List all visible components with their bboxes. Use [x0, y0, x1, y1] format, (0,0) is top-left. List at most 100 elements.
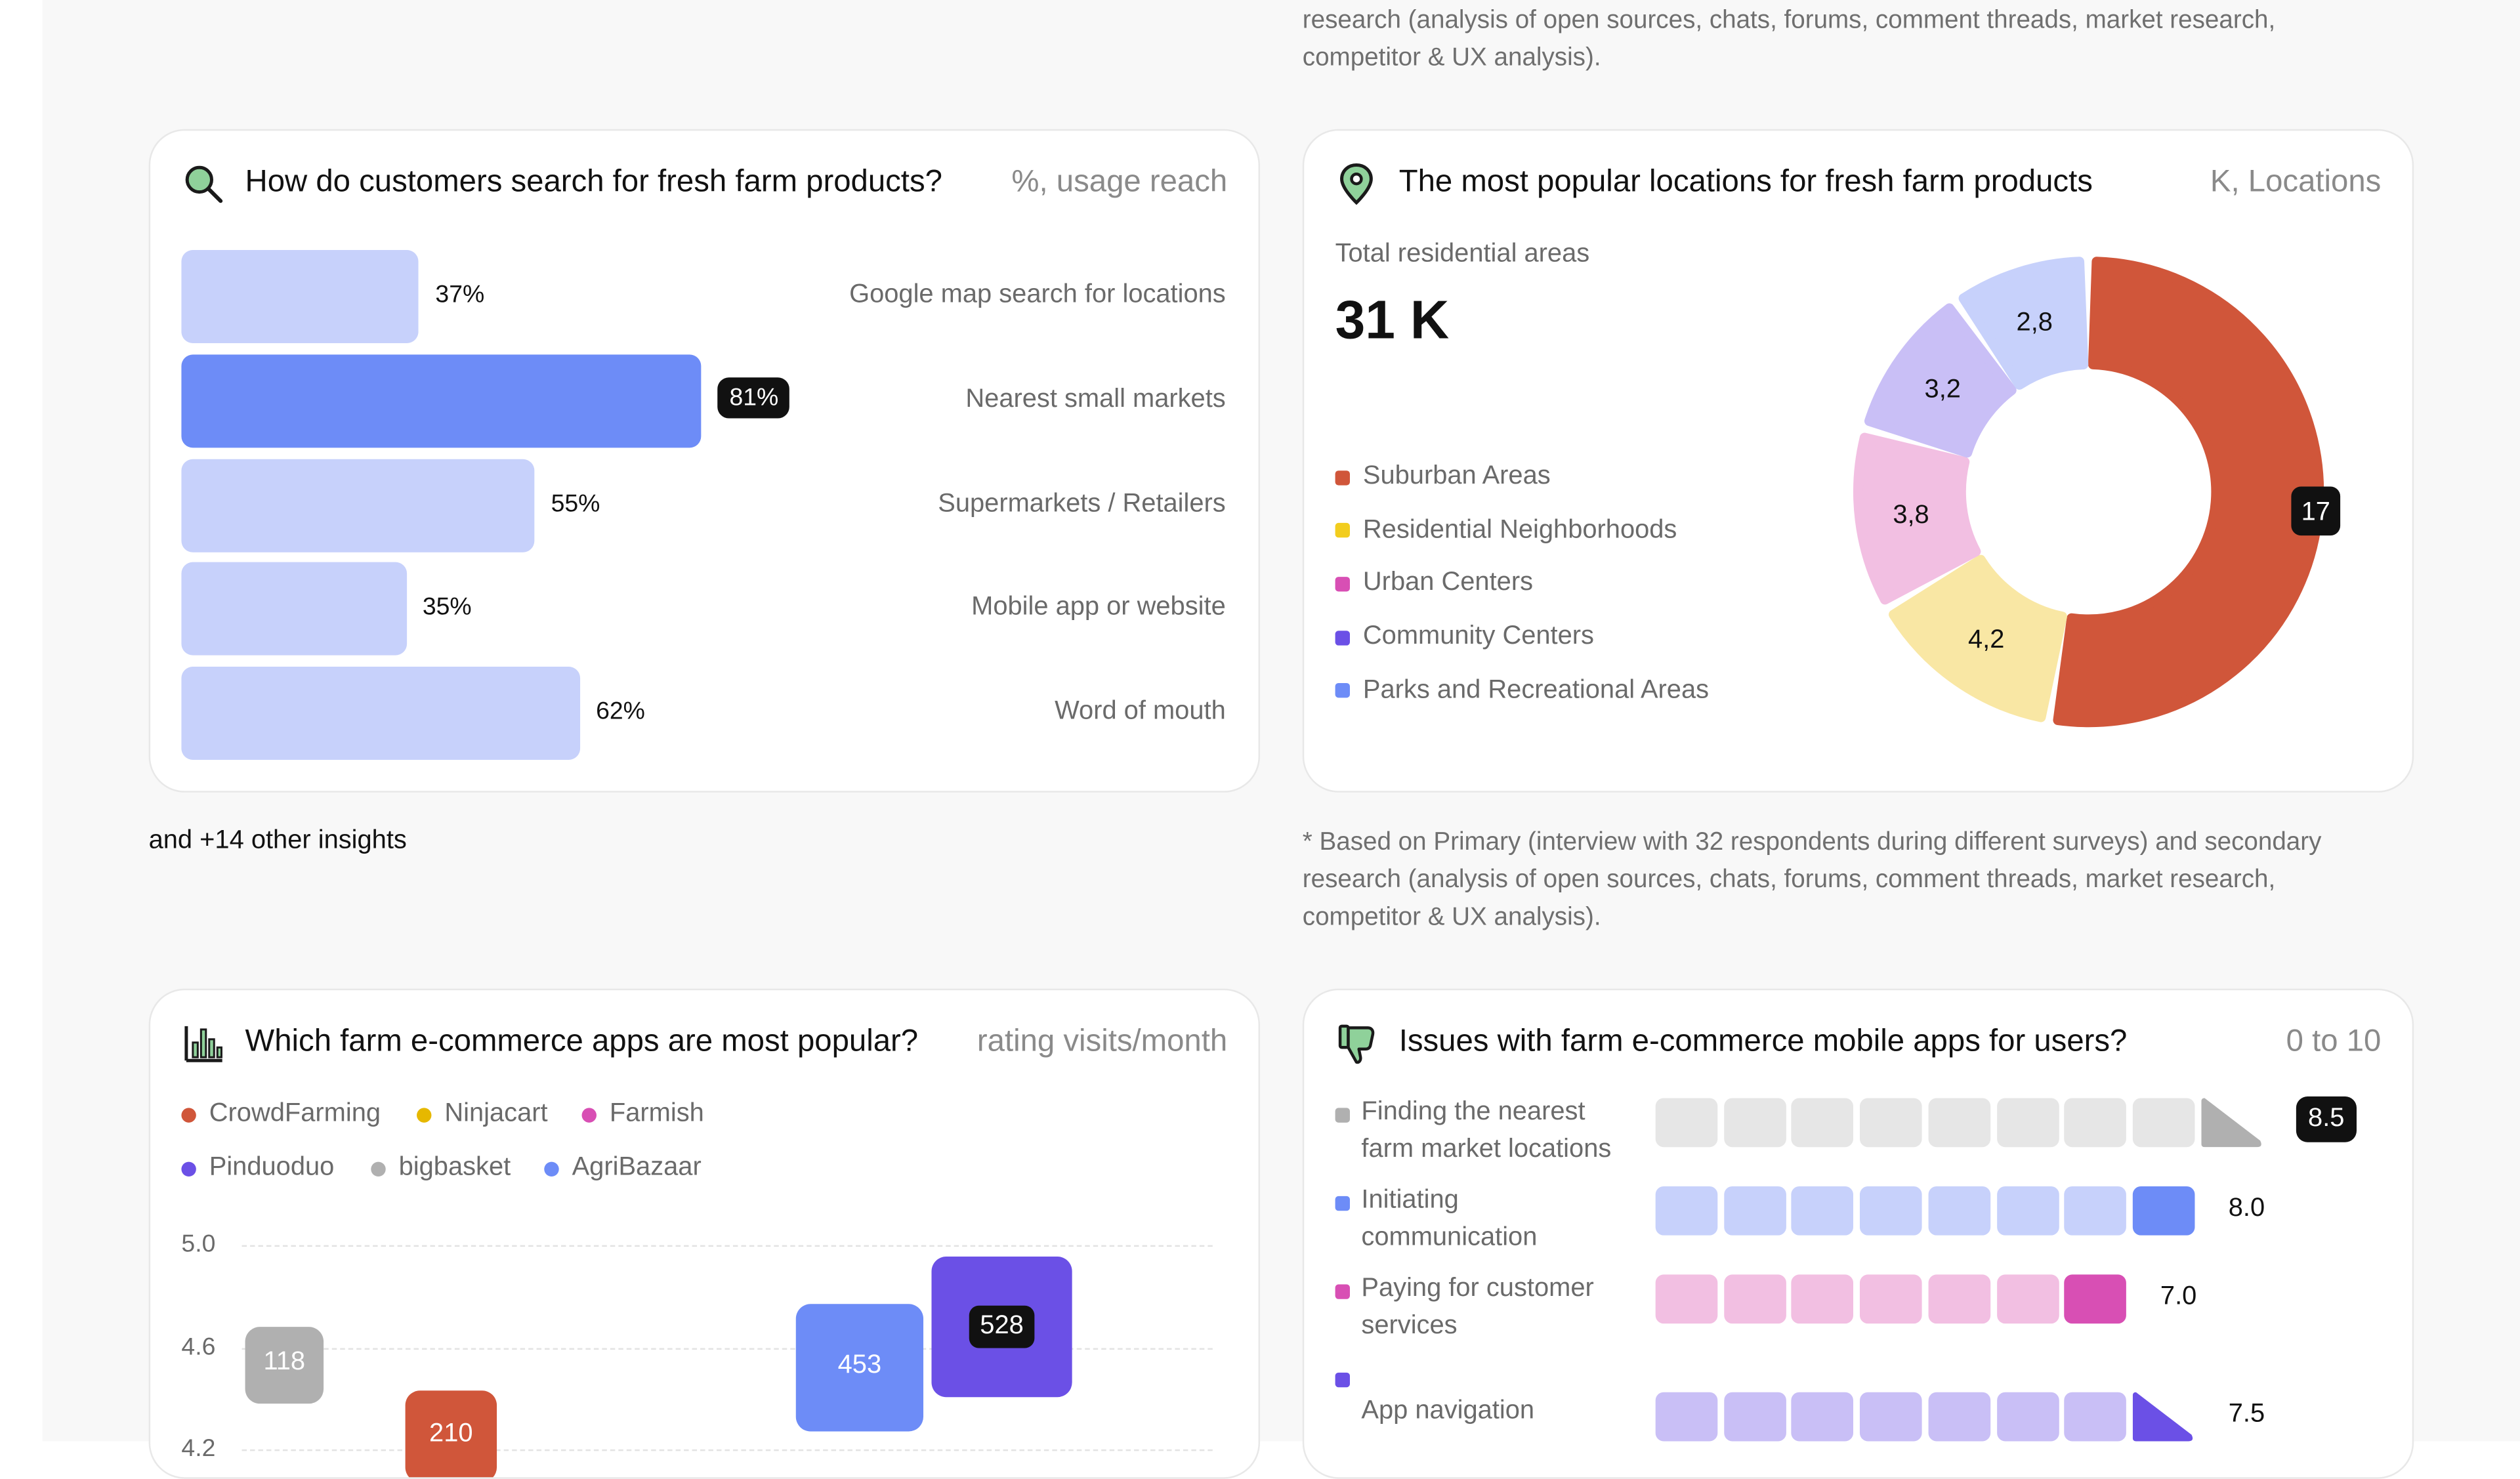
card-unit: 0 to 10	[2286, 1024, 2382, 1059]
score-segment	[1792, 1098, 1854, 1148]
gridline	[242, 1245, 1213, 1247]
issue-score: 8.5	[2296, 1096, 2356, 1142]
score-segment	[1655, 1186, 1718, 1236]
gridline	[242, 1449, 1213, 1451]
legend-item: Suburban Areas	[1335, 463, 1551, 492]
score-segment	[1860, 1186, 1922, 1236]
y-tick-label: 4.2	[181, 1434, 216, 1463]
score-segment	[1996, 1186, 2059, 1236]
bar-category-label: Google map search for locations	[849, 281, 1226, 309]
legend-item: Pinduoduo	[181, 1154, 334, 1183]
slice-label-badge	[2291, 486, 2341, 536]
legend-label: bigbasket	[398, 1154, 511, 1182]
legend-item: Ninjacart	[417, 1100, 548, 1129]
slice-value-label: 3,2	[1925, 374, 1961, 403]
issue-score: 8.0	[2228, 1194, 2265, 1222]
legend-label: Farmish	[609, 1099, 704, 1128]
legend-label: Ninjacart	[444, 1099, 548, 1128]
legend-item: Community Centers	[1335, 623, 1594, 652]
score-segment	[2064, 1392, 2127, 1442]
bar-value-label: 81%	[718, 377, 790, 419]
card-unit: rating visits/month	[976, 1024, 1228, 1059]
other-insights-link[interactable]: and +14 other insights	[148, 827, 407, 855]
score-segment-partial	[2200, 1098, 2261, 1148]
legend-swatch	[181, 1161, 196, 1176]
bubble	[795, 1303, 925, 1432]
top-note: research (analysis of open sources, chat…	[1303, 1, 2414, 77]
legend-swatch	[544, 1161, 559, 1176]
bubble-value-label: 528	[969, 1305, 1035, 1348]
score-segment-fill	[2200, 1098, 2261, 1148]
bar-value-label: 37%	[435, 281, 485, 309]
legend-item: Residential Neighborhoods	[1335, 516, 1677, 545]
issue-label-line: Paying for customer	[1361, 1274, 1594, 1302]
bar-value-label: 55%	[551, 490, 600, 518]
top-note-line: research (analysis of open sources, chat…	[1302, 6, 2276, 35]
score-segment	[1928, 1274, 1990, 1324]
legend-swatch	[1335, 576, 1350, 592]
issue-label-line: farm market locations	[1361, 1135, 1612, 1164]
card-unit: K, Locations	[2210, 165, 2382, 199]
donut-slice	[1888, 554, 2067, 722]
bar-category-label: Mobile app or website	[971, 593, 1226, 622]
score-segment	[1655, 1392, 1718, 1442]
legend-swatch	[1335, 1108, 1350, 1123]
slice-value-label: 4,2	[1968, 625, 2004, 654]
legend-label: CrowdFarming	[209, 1099, 381, 1128]
bar-category-label: Supermarkets / Retailers	[938, 490, 1226, 518]
score-segment	[1860, 1274, 1922, 1324]
score-segment	[1655, 1098, 1718, 1148]
legend-item: Urban Centers	[1335, 570, 1533, 599]
legend-swatch	[581, 1107, 597, 1122]
score-segment	[1928, 1186, 1990, 1236]
score-segment	[1996, 1098, 2059, 1148]
issue-label: App navigation	[1361, 1397, 1535, 1425]
score-segment	[1996, 1274, 2059, 1324]
bubble-value-label: 210	[429, 1420, 473, 1448]
y-tick-label: 5.0	[181, 1230, 216, 1259]
legend-swatch	[371, 1161, 386, 1176]
legend-swatch	[1335, 630, 1350, 645]
score-segment	[1723, 1186, 1786, 1236]
bubble	[245, 1326, 324, 1404]
score-segment	[1792, 1274, 1854, 1324]
issue-label: Paying for customer services	[1361, 1270, 1593, 1345]
legend-item: AgriBazaar	[544, 1154, 702, 1183]
donut-slice	[1958, 257, 2089, 390]
legend-item: CrowdFarming	[181, 1100, 381, 1129]
score-segment	[1928, 1098, 1990, 1148]
legend-item: Farmish	[581, 1099, 704, 1129]
total-label: Total residential areas	[1335, 240, 1590, 268]
card-title: How do customers search for fresh farm p…	[245, 165, 942, 199]
issue-label-line: services	[1361, 1312, 1458, 1341]
popular-apps-card: Which farm e-commerce apps are most popu…	[148, 988, 1261, 1479]
y-tick-label: 4.6	[181, 1332, 216, 1361]
card-title: The most popular locations for fresh far…	[1398, 165, 2093, 199]
score-segment	[2064, 1098, 2127, 1148]
issue-label-line: communication	[1361, 1224, 1538, 1252]
legend-label: Community Centers	[1362, 623, 1594, 651]
slice-value-label: 17	[2301, 497, 2330, 526]
issue-label: Initiating communication	[1361, 1181, 1537, 1257]
legend-swatch	[1335, 1284, 1350, 1299]
score-segment-partial	[2132, 1392, 2193, 1442]
score-segment-fill	[2132, 1392, 2193, 1442]
legend-swatch	[181, 1107, 196, 1122]
card-title: Issues with farm e-commerce mobile apps …	[1398, 1024, 2128, 1059]
score-segment	[1928, 1392, 1990, 1442]
legend-label: Suburban Areas	[1362, 462, 1551, 491]
source-note: * Based on Primary (interview with 32 re…	[1303, 823, 2414, 936]
score-segment	[1792, 1186, 1854, 1236]
source-note-line: competitor & UX analysis).	[1302, 904, 1601, 932]
issue-score: 7.0	[2160, 1282, 2197, 1311]
score-segment	[1860, 1098, 1922, 1148]
thumbs-down-icon	[1338, 1024, 1375, 1064]
legend-label: Parks and Recreational Areas	[1362, 676, 1710, 704]
donut-slice	[1864, 303, 2017, 458]
source-note-line: research (analysis of open sources, chat…	[1302, 865, 2276, 894]
bar-value-label: 62%	[596, 698, 645, 726]
score-segment	[2132, 1098, 2195, 1148]
score-segment	[1723, 1392, 1786, 1442]
source-note-line: * Based on Primary (interview with 32 re…	[1302, 828, 2322, 856]
legend-label: Residential Neighborhoods	[1362, 516, 1677, 544]
